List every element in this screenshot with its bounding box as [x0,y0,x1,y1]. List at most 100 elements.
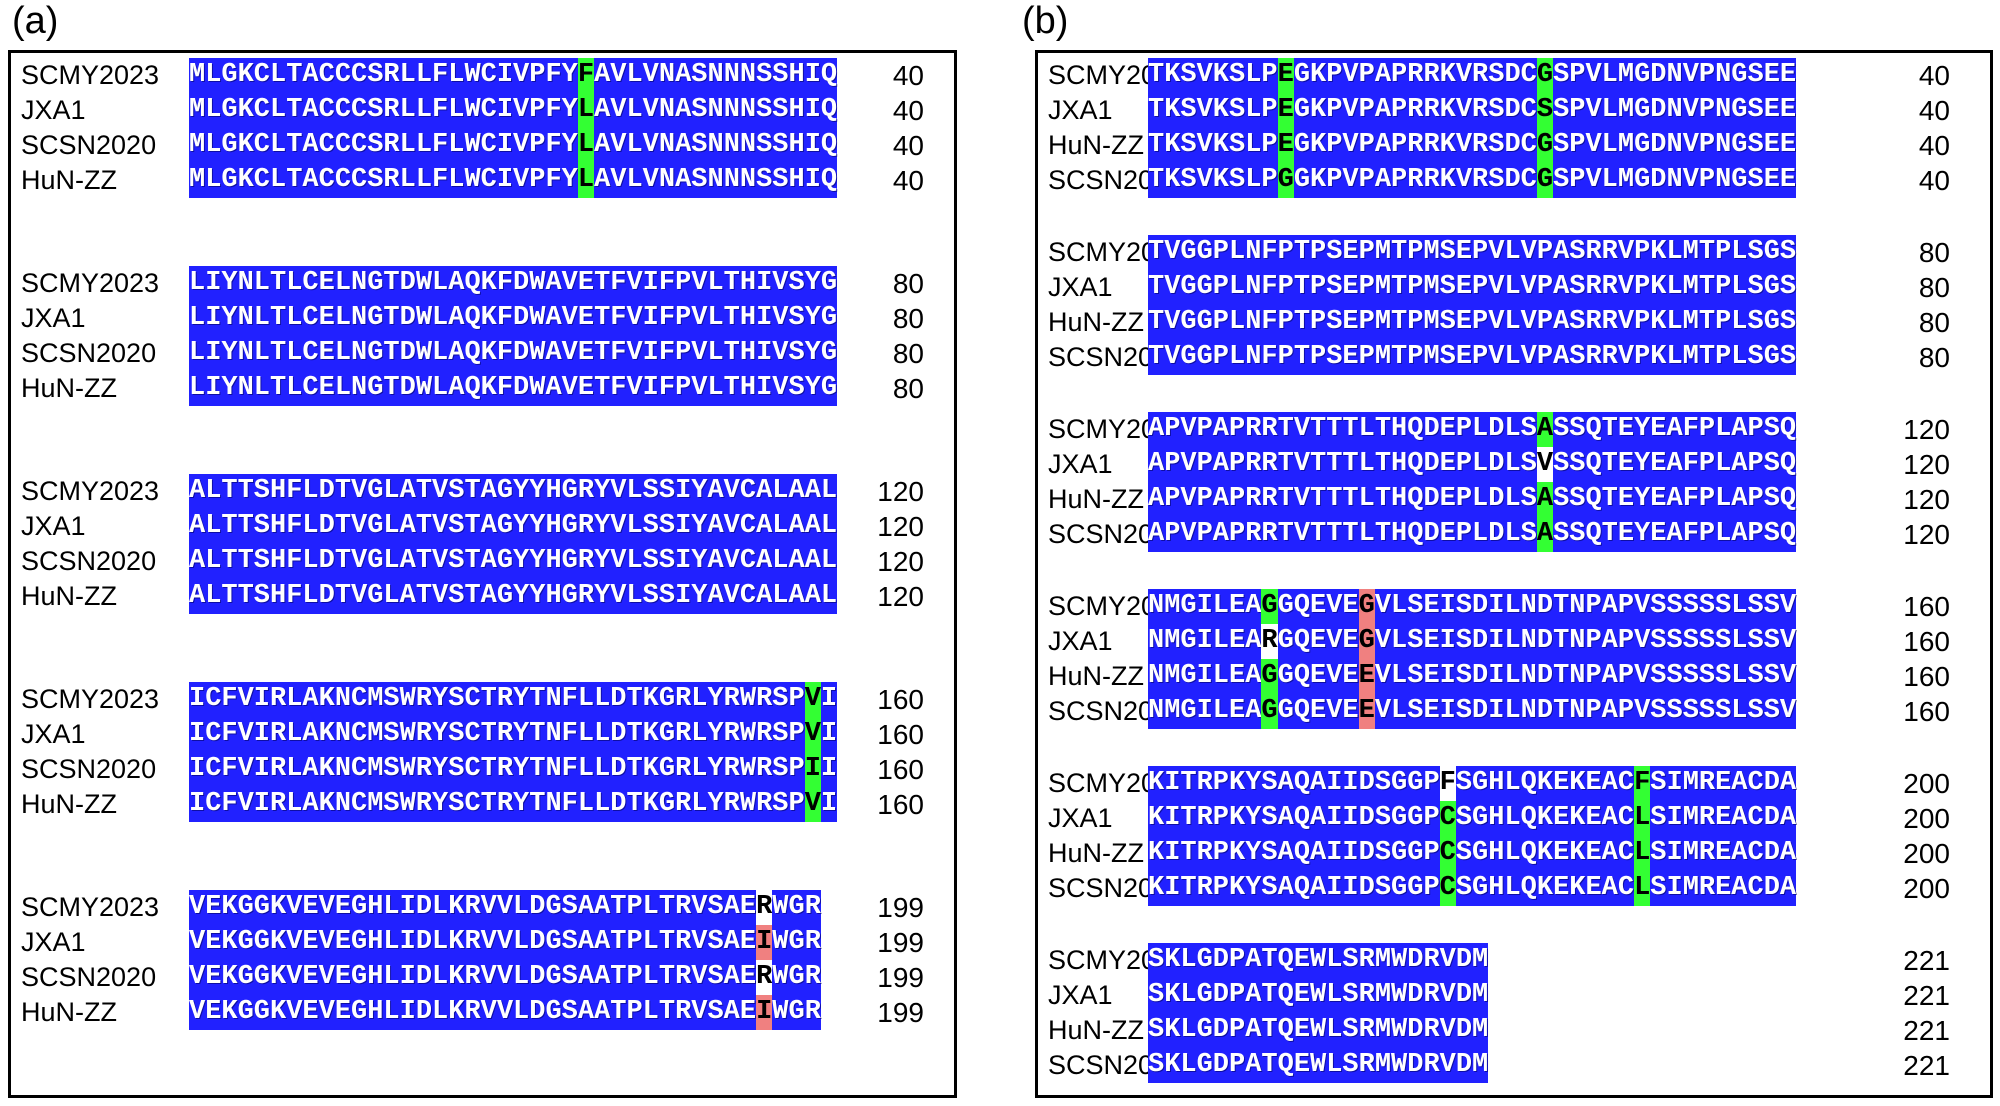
sequence-text: APVPAPRRTVTTTLTHQDEPLDLSVSSQTEYEAFPLAPSQ [1148,447,1797,482]
residue-number: 80 [1918,236,1950,268]
sequence-text: VEKGGKVEVEGHLIDLKRVVLDGSAATPLTRVSAEIWGR [189,995,821,1030]
residue-number: 80 [892,337,924,369]
residue-number: 80 [892,302,924,334]
sequence-segment-green: G [1277,163,1294,198]
sequence-segment: ICFVIRLAKNCMSWRYSCTRYTNFLLDTKGRLYRWRSP [189,752,805,787]
sequence-segment: SIMREACDA [1650,836,1797,871]
alignment-row: SCSN2020 TVGGPLNFPTPSEPMTPMSEPVLVPASRRVPK… [1038,340,1990,375]
alignment-row: JXA1 ALTTSHFLDTVGLATVSTAGYYHGRYVLSSIYAVCA… [11,509,954,544]
sequence-text: ALTTSHFLDTVGLATVSTAGYYHGRYVLSSIYAVCALAAL [189,474,838,509]
sequence-segment: SGHLQKEKEAC [1455,836,1635,871]
sequence-segment: VEKGGKVEVEGHLIDLKRVVLDGSAATPLTRVSAE [189,890,757,925]
sequence-segment: SGHLQKEKEAC [1455,871,1635,906]
residue-number: 80 [1918,306,1950,338]
alignment-row: SCSN2020 VEKGGKVEVEGHLIDLKRVVLDGSAATPLTRV… [11,960,954,995]
alignment-row: SCSN2020 TKSVKSLPGGKPVPAPRRKVRSDCGSPVLMGD… [1038,163,1990,198]
sequence-name: HuN-ZZ [21,165,117,195]
alignment-row: SCMY2023 MLGKCLTACCCSRLLFLWCIVPFYFAVLVNAS… [11,58,954,93]
sequence-text: TVGGPLNFPTPSEPMTPMSEPVLVPASRRVPKLMTPLSGS [1148,235,1797,270]
sequence-name: SCMY2023 [21,684,160,714]
sequence-text: VEKGGKVEVEGHLIDLKRVVLDGSAATPLTRVSAERWGR [189,890,821,925]
sequence-name: HuN-ZZ [1048,130,1144,160]
residue-number: 40 [1918,59,1950,91]
sequence-name: SCSN2020 [21,962,157,992]
sequence-text: ICFVIRLAKNCMSWRYSCTRYTNFLLDTKGRLYRWRSPVI [189,682,838,717]
residue-number: 160 [877,753,924,785]
sequence-name: HuN-ZZ [1048,307,1144,337]
residue-number: 221 [1903,1014,1950,1046]
sequence-text: KITRPKYSAQAIIDSGGPCSGHLQKEKEACLSIMREACDA [1148,801,1797,836]
sequence-segment: TVGGPLNFPTPSEPMTPMSEPVLVPASRRVPKLMTPLSGS [1148,235,1797,270]
sequence-name: SCSN2020 [1048,696,1184,726]
alignment-row: HuN-ZZ NMGILEAGGQEVEEVLSEISDILNDTNPAPVSSS… [1038,659,1990,694]
sequence-segment-gap: V [1536,447,1554,482]
residue-number: 221 [1903,979,1950,1011]
alignment-row: JXA1 TKSVKSLPEGKPVPAPRRKVRSDCSSPVLMGDNVPN… [1038,93,1990,128]
sequence-text: LIYNLTLCELNGTDWLAQKFDWAVETFVIFPVLTHIVSYG [189,371,838,406]
sequence-segment: TKSVKSLP [1148,93,1278,128]
sequence-name: SCMY2023 [1048,768,1187,798]
sequence-segment: LIYNLTLCELNGTDWLAQKFDWAVETFVIFPVLTHIVSYG [189,371,838,406]
sequence-segment: SKLGDPATQEWLSRMWDRVDM [1148,1013,1489,1048]
sequence-segment-green: E [1277,58,1294,93]
panel-b-alignment-blocks: SCMY2023 TKSVKSLPEGKPVPAPRRKVRSDCGSPVLMGD… [1038,53,1990,1083]
residue-number: 221 [1903,1049,1950,1081]
alignment-row: SCMY2023 ALTTSHFLDTVGLATVSTAGYYHGRYVLSSIY… [11,474,954,509]
alignment-row: SCMY2023 ICFVIRLAKNCMSWRYSCTRYTNFLLDTKGRL… [11,682,954,717]
sequence-text: LIYNLTLCELNGTDWLAQKFDWAVETFVIFPVLTHIVSYG [189,336,838,371]
alignment-row: SCMY2023 APVPAPRRTVTTTLTHQDEPLDLSASSQTEYE… [1038,412,1990,447]
sequence-segment: SSQTEYEAFPLAPSQ [1553,517,1797,552]
sequence-segment-salmon: I [756,995,773,1030]
sequence-name: JXA1 [1048,272,1113,302]
sequence-text: SKLGDPATQEWLSRMWDRVDM [1148,1048,1489,1083]
sequence-name: SCMY2023 [1048,945,1187,975]
sequence-name: SCMY2023 [1048,591,1187,621]
sequence-text: TKSVKSLPGGKPVPAPRRKVRSDCGSPVLMGDNVPNGSEE [1148,163,1797,198]
sequence-segment: AVLVNASNNNSSHIQ [594,58,838,93]
sequence-segment: SPVLMGDNVPNGSEE [1553,163,1797,198]
sequence-segment-green: E [1277,93,1294,128]
sequence-segment: NMGILEA [1148,589,1262,624]
sequence-segment-green: A [1536,482,1554,517]
sequence-segment-green: L [1634,836,1651,871]
sequence-name: JXA1 [21,511,86,541]
sequence-segment: ALTTSHFLDTVGLATVSTAGYYHGRYVLSSIYAVCALAAL [189,509,838,544]
sequence-segment: SIMREACDA [1650,766,1797,801]
alignment-row: JXA1 VEKGGKVEVEGHLIDLKRVVLDGSAATPLTRVSAEI… [11,925,954,960]
sequence-segment: ALTTSHFLDTVGLATVSTAGYYHGRYVLSSIYAVCALAAL [189,474,838,509]
residue-number: 160 [1903,695,1950,727]
sequence-segment: KITRPKYSAQAIIDSGGP [1148,766,1440,801]
alignment-row: JXA1 TVGGPLNFPTPSEPMTPMSEPVLVPASRRVPKLMTP… [1038,270,1990,305]
sequence-segment-green: L [577,93,595,128]
alignment-row: JXA1 APVPAPRRTVTTTLTHQDEPLDLSVSSQTEYEAFPL… [1038,447,1990,482]
alignment-row: HuN-ZZ MLGKCLTACCCSRLLFLWCIVPFYLAVLVNASNN… [11,163,954,198]
residue-number: 80 [1918,341,1950,373]
sequence-segment: ICFVIRLAKNCMSWRYSCTRYTNFLLDTKGRLYRWRSP [189,787,805,822]
sequence-segment: LIYNLTLCELNGTDWLAQKFDWAVETFVIFPVLTHIVSYG [189,266,838,301]
sequence-segment: GQEVE [1277,694,1359,729]
sequence-text: VEKGGKVEVEGHLIDLKRVVLDGSAATPLTRVSAEIWGR [189,925,821,960]
sequence-text: LIYNLTLCELNGTDWLAQKFDWAVETFVIFPVLTHIVSYG [189,301,838,336]
sequence-segment: WGR [772,925,821,960]
residue-number: 40 [1918,129,1950,161]
sequence-segment: VEKGGKVEVEGHLIDLKRVVLDGSAATPLTRVSAE [189,995,757,1030]
alignment-row: JXA1 MLGKCLTACCCSRLLFLWCIVPFYLAVLVNASNNNS… [11,93,954,128]
sequence-text: ICFVIRLAKNCMSWRYSCTRYTNFLLDTKGRLYRWRSPVI [189,717,838,752]
sequence-text: KITRPKYSAQAIIDSGGPCSGHLQKEKEACLSIMREACDA [1148,836,1797,871]
sequence-segment-green: G [1261,589,1278,624]
alignment-row: HuN-ZZ TVGGPLNFPTPSEPMTPMSEPVLVPASRRVPKLM… [1038,305,1990,340]
sequence-name: SCMY2023 [1048,60,1187,90]
sequence-segment: SKLGDPATQEWLSRMWDRVDM [1148,1048,1489,1083]
sequence-segment: I [820,787,838,822]
sequence-segment: TKSVKSLP [1148,58,1278,93]
sequence-segment: APVPAPRRTVTTTLTHQDEPLDLS [1148,517,1537,552]
residue-number: 200 [1903,767,1950,799]
alignment-block: SCMY2023 NMGILEAGGQEVEGVLSEISDILNDTNPAPVS… [1038,589,1990,729]
sequence-name: JXA1 [1048,95,1113,125]
sequence-segment-green: L [1634,871,1651,906]
sequence-segment: GQEVE [1277,624,1359,659]
sequence-segment: NMGILEA [1148,659,1262,694]
sequence-segment: GQEVE [1277,659,1359,694]
sequence-text: ALTTSHFLDTVGLATVSTAGYYHGRYVLSSIYAVCALAAL [189,579,838,614]
sequence-segment: KITRPKYSAQAIIDSGGP [1148,836,1440,871]
